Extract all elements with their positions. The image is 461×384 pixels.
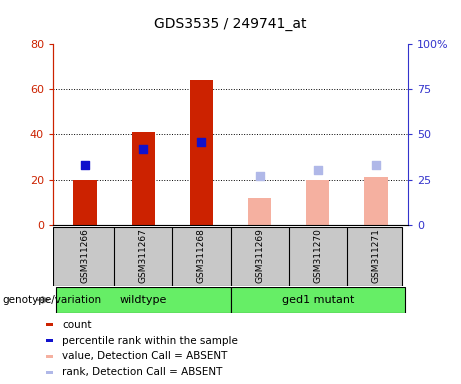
Point <box>314 167 321 174</box>
Text: GSM311268: GSM311268 <box>197 228 206 283</box>
Text: GSM311269: GSM311269 <box>255 228 264 283</box>
Point <box>81 162 89 168</box>
Bar <box>364 177 388 225</box>
Text: value, Detection Call = ABSENT: value, Detection Call = ABSENT <box>62 351 228 361</box>
Text: rank, Detection Call = ABSENT: rank, Detection Call = ABSENT <box>62 367 223 377</box>
Text: genotype/variation: genotype/variation <box>2 295 101 305</box>
Point <box>198 139 205 145</box>
Bar <box>46 323 53 326</box>
Text: wildtype: wildtype <box>119 295 167 305</box>
Bar <box>46 355 53 358</box>
Point <box>372 162 380 168</box>
Bar <box>46 339 53 342</box>
Bar <box>230 287 405 313</box>
Text: count: count <box>62 320 92 330</box>
Text: GDS3535 / 249741_at: GDS3535 / 249741_at <box>154 17 307 31</box>
Text: ged1 mutant: ged1 mutant <box>282 295 354 305</box>
Text: GSM311270: GSM311270 <box>313 228 322 283</box>
Text: percentile rank within the sample: percentile rank within the sample <box>62 336 238 346</box>
Bar <box>131 132 155 225</box>
Text: GSM311266: GSM311266 <box>81 228 89 283</box>
Bar <box>190 80 213 225</box>
Bar <box>248 198 271 225</box>
Point <box>140 146 147 152</box>
Text: GSM311271: GSM311271 <box>372 228 380 283</box>
Point <box>256 173 263 179</box>
Bar <box>306 180 330 225</box>
Bar <box>46 371 53 374</box>
Bar <box>56 287 230 313</box>
Text: GSM311267: GSM311267 <box>139 228 148 283</box>
Bar <box>73 180 97 225</box>
